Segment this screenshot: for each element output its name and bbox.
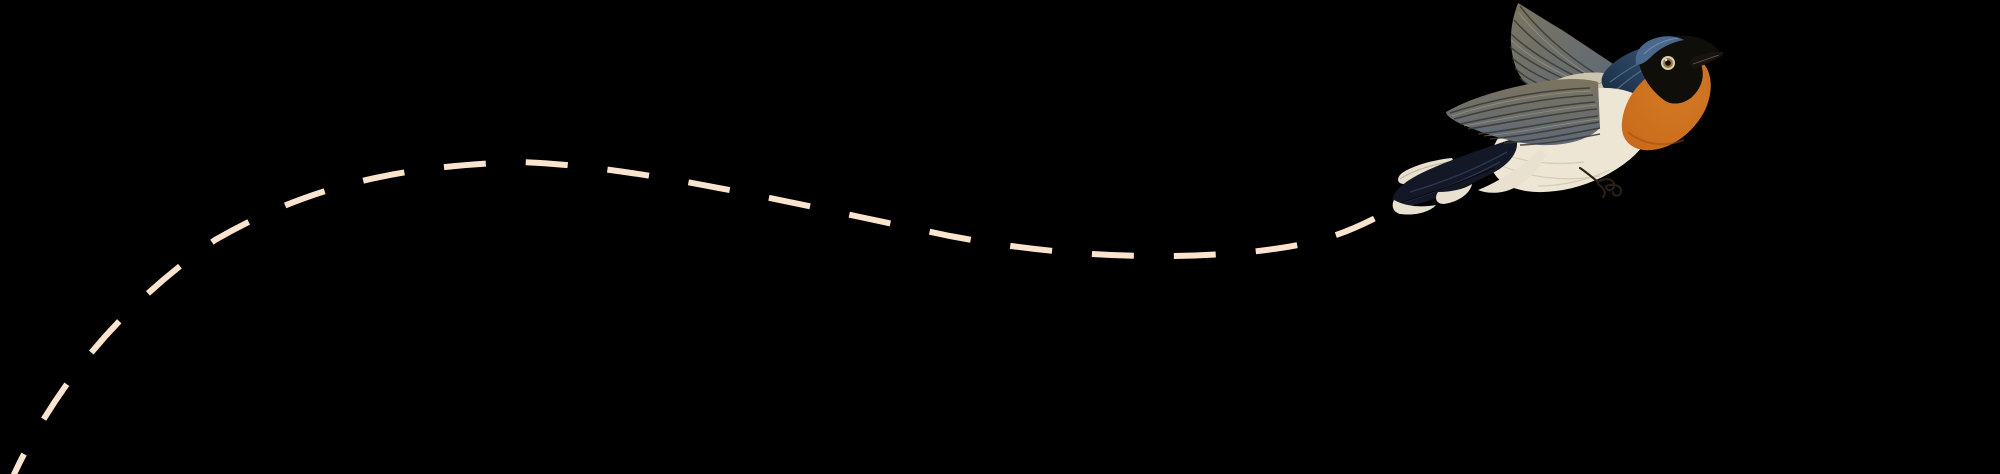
bird-near-wing	[1446, 79, 1601, 146]
flight-path	[10, 158, 1400, 474]
bird-beak	[1689, 51, 1724, 69]
bird-illustration	[1392, 3, 1724, 215]
bird-head	[1635, 35, 1722, 104]
bird-crown	[1635, 36, 1684, 65]
bird-tail	[1392, 138, 1518, 208]
bird-feet	[1578, 166, 1623, 199]
bird-eye	[1661, 56, 1675, 70]
bird-tail-white-tips	[1392, 150, 1546, 215]
